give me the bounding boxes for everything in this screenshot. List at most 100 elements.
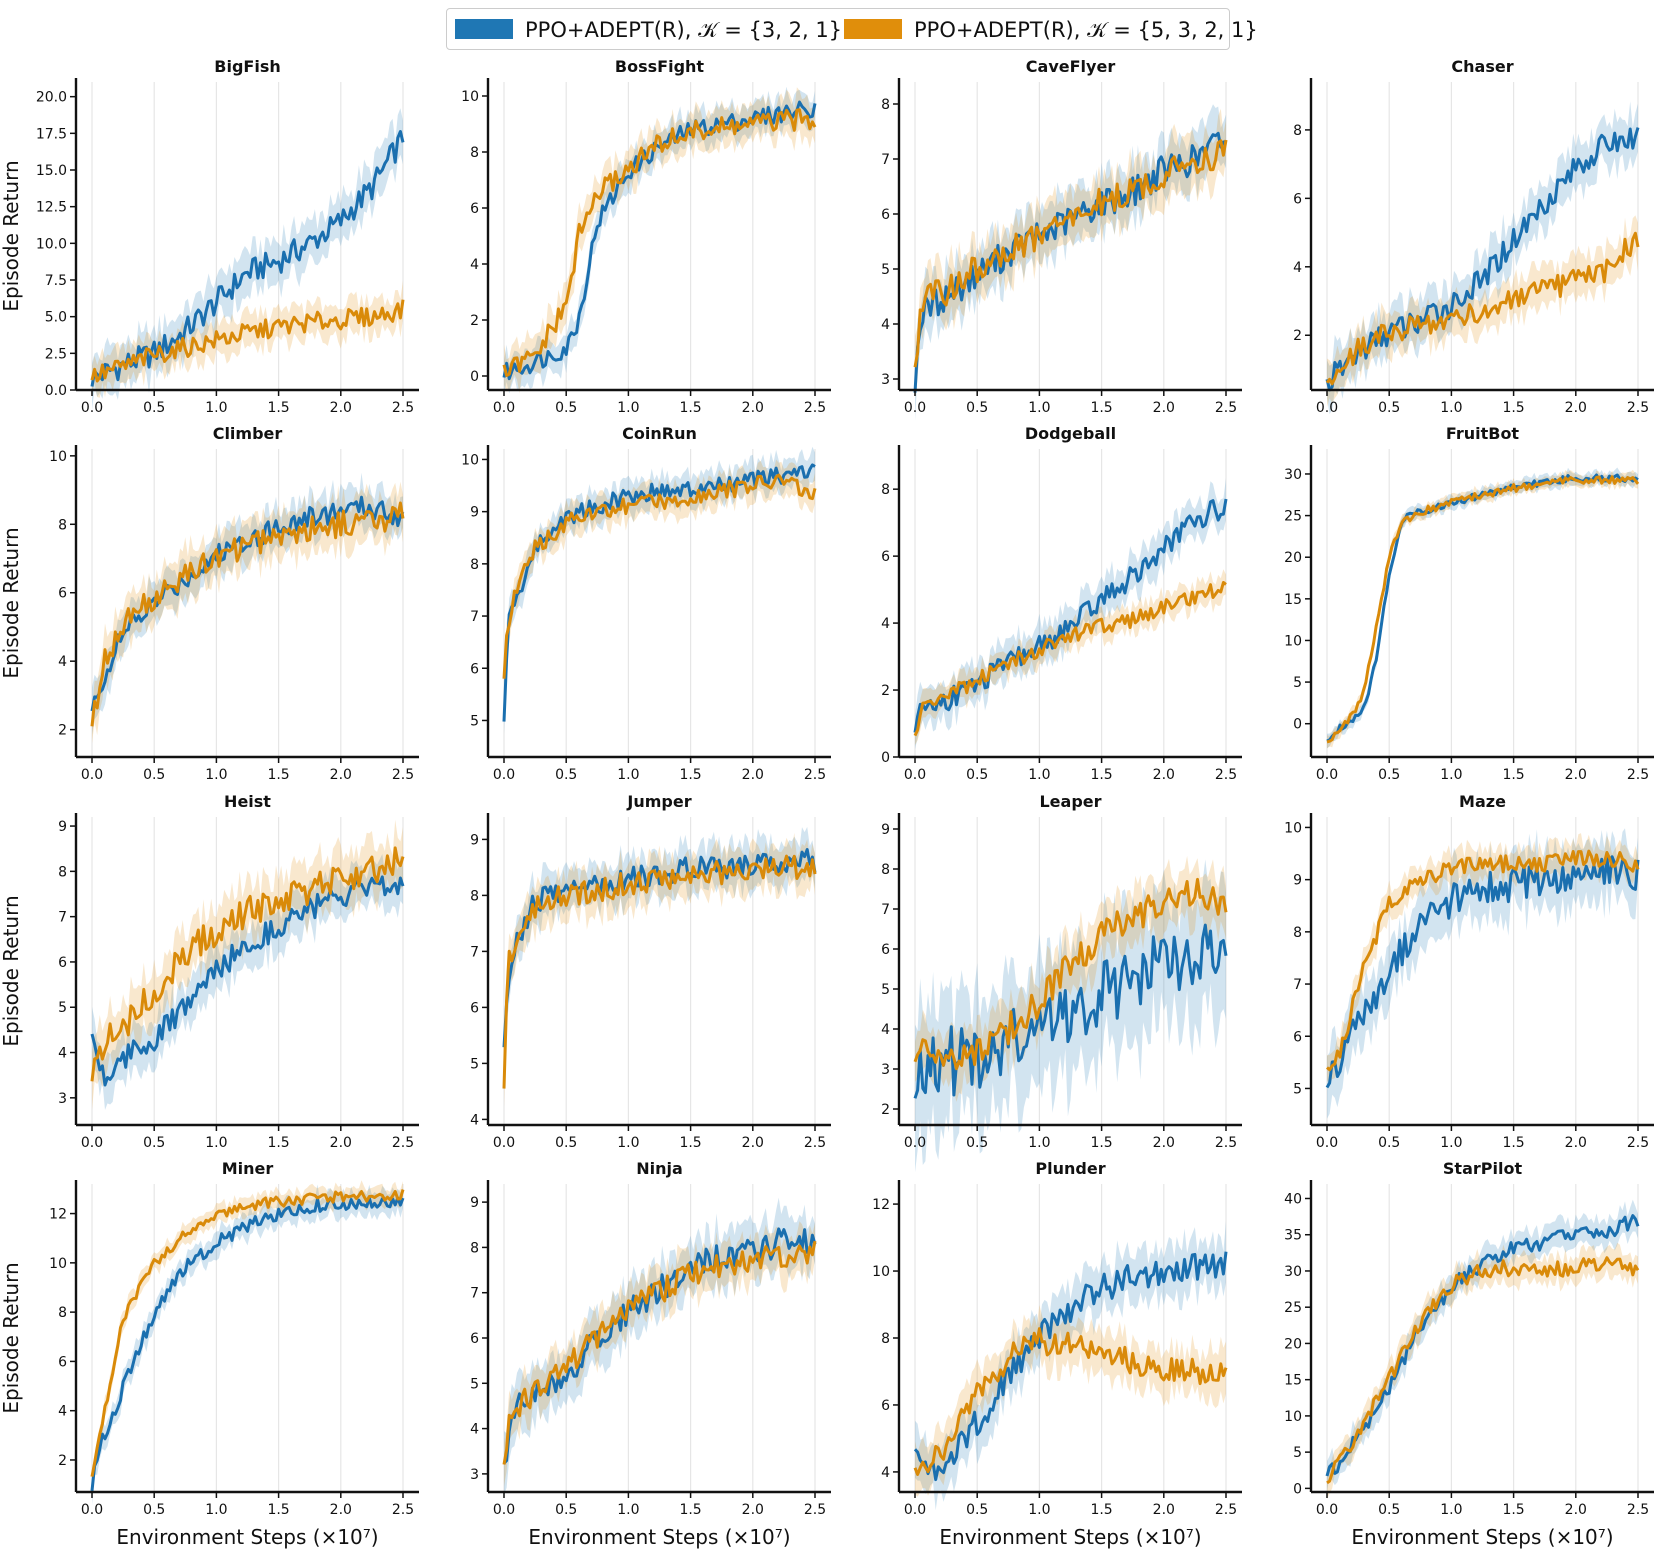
x-tick-label: 0.0 xyxy=(81,1135,103,1151)
y-tick-label: 2 xyxy=(1293,328,1302,344)
y-tick-label: 8 xyxy=(1293,925,1302,941)
y-tick-label: 2 xyxy=(58,723,67,739)
subplot-jumper: Jumper 0.0 0.5 1.0 1.5 2.0 2.5 4 5 6 7 8 9 xyxy=(470,792,831,1151)
x-tick-label: 1.0 xyxy=(205,400,227,416)
y-tick-label: 6 xyxy=(1293,1029,1302,1045)
y-tick-label: 2 xyxy=(58,1453,67,1469)
x-tick-label: 1.0 xyxy=(205,767,227,783)
y-tick-label: 0 xyxy=(881,750,890,766)
x-tick-label: 1.5 xyxy=(267,400,289,416)
x-tick-label: 2.0 xyxy=(330,1135,352,1151)
band-series-b xyxy=(915,569,1226,746)
x-tick-label: 2.5 xyxy=(1215,767,1237,783)
subplot-bigfish: BigFish 0.0 0.5 1.0 1.5 2.0 2.5 0.0 2.5 5.0 7.5 10.… xyxy=(0,57,419,416)
legend-swatch-series-b xyxy=(844,19,902,39)
y-tick-label: 6 xyxy=(58,586,67,602)
band-series-b xyxy=(504,832,815,1107)
y-tick-label: 4 xyxy=(1293,260,1302,276)
x-tick-label: 2.0 xyxy=(1565,400,1587,416)
y-tick-label: 10 xyxy=(461,89,479,105)
x-tick-label: 1.5 xyxy=(267,767,289,783)
x-tick-label: 0.5 xyxy=(1378,1502,1400,1518)
y-tick-label: 7 xyxy=(881,902,890,918)
x-tick-label: 1.0 xyxy=(205,1135,227,1151)
band-series-a xyxy=(1327,828,1638,1119)
y-tick-label: 6 xyxy=(881,549,890,565)
x-tick-label: 1.5 xyxy=(1502,767,1524,783)
y-tick-label: 7 xyxy=(58,910,67,926)
y-tick-label: 25 xyxy=(1284,1300,1302,1316)
y-tick-label: 10 xyxy=(1284,820,1302,836)
x-tick-label: 2.5 xyxy=(1627,1502,1649,1518)
subplot-title: Ninja xyxy=(636,1159,683,1178)
y-tick-label: 9 xyxy=(470,1195,479,1211)
subplot-title: Plunder xyxy=(1035,1159,1105,1178)
line-series-b xyxy=(90,846,405,1082)
y-tick-label: 8 xyxy=(881,97,890,113)
subplot-maze: Maze 0.0 0.5 1.0 1.5 2.0 2.5 5 6 7 8 9 10 xyxy=(1284,792,1654,1151)
band-series-b xyxy=(1327,1242,1638,1500)
y-tick-label: 9 xyxy=(881,822,890,838)
x-tick-label: 1.5 xyxy=(1502,1502,1524,1518)
y-tick-label: 2 xyxy=(881,683,890,699)
y-tick-label: 10 xyxy=(1284,633,1302,649)
line-series-a xyxy=(502,848,817,1048)
y-tick-label: 8 xyxy=(470,1240,479,1256)
subplot-plunder: Plunder 0.0 0.5 1.0 1.5 2.0 2.5 4 6 8 10 12 Environm… xyxy=(872,1159,1242,1549)
line-series-a xyxy=(90,495,405,712)
line-series-b xyxy=(913,581,1227,737)
y-tick-label: 7 xyxy=(470,609,479,625)
band-series-a xyxy=(504,1197,815,1496)
y-tick-label: 8 xyxy=(58,517,67,533)
band-series-b xyxy=(915,1304,1226,1497)
line-series-b xyxy=(1326,1256,1640,1485)
x-tick-label: 0.0 xyxy=(1316,1135,1338,1151)
x-tick-label: 0.0 xyxy=(904,400,926,416)
y-tick-label: 10 xyxy=(461,452,479,468)
x-tick-label: 2.5 xyxy=(1215,400,1237,416)
line-series-b xyxy=(502,108,817,377)
y-tick-label: 8 xyxy=(881,862,890,878)
line-series-b xyxy=(913,1327,1228,1476)
band-series-a xyxy=(504,86,815,395)
y-tick-label: 30 xyxy=(1284,467,1302,483)
x-tick-label: 2.5 xyxy=(1627,767,1649,783)
y-tick-label: 12 xyxy=(49,1207,67,1223)
band-series-b xyxy=(504,87,815,394)
y-tick-label: 17.5 xyxy=(36,126,67,142)
line-series-b xyxy=(913,877,1228,1071)
y-tick-label: 15 xyxy=(1284,592,1302,608)
y-tick-label: 6 xyxy=(58,1354,67,1370)
y-tick-label: 10 xyxy=(1284,1409,1302,1425)
y-tick-label: 6 xyxy=(1293,191,1302,207)
y-tick-label: 15 xyxy=(1284,1373,1302,1389)
y-tick-label: 2.5 xyxy=(45,346,67,362)
subplot-dodgeball: Dodgeball 0.0 0.5 1.0 1.5 2.0 2.5 0 2 4 6 8 xyxy=(881,424,1242,783)
x-tick-label: 0.0 xyxy=(81,767,103,783)
subplot-chaser: Chaser 0.0 0.5 1.0 1.5 2.0 2.5 2 4 6 8 xyxy=(1293,57,1654,416)
x-tick-label: 1.5 xyxy=(1090,1502,1112,1518)
band-series-b xyxy=(504,459,815,693)
y-tick-label: 6 xyxy=(881,207,890,223)
x-tick-label: 1.5 xyxy=(679,400,701,416)
y-tick-label: 7 xyxy=(470,944,479,960)
line-series-a xyxy=(913,923,1228,1099)
y-tick-label: 7.5 xyxy=(45,273,67,289)
y-tick-label: 4 xyxy=(470,1112,479,1128)
x-tick-label: 0.0 xyxy=(904,1502,926,1518)
line-series-b xyxy=(1326,475,1640,744)
line-series-a xyxy=(1325,855,1640,1089)
subplot-caveflyer: CaveFlyer 0.0 0.5 1.0 1.5 2.0 2.5 3 4 5 6 7 8 xyxy=(881,57,1242,421)
y-tick-label: 4 xyxy=(881,317,890,333)
x-tick-label: 2.5 xyxy=(1215,1135,1237,1151)
x-tick-label: 2.5 xyxy=(804,1502,826,1518)
y-axis-label: Episode Return xyxy=(0,527,23,678)
band-series-a xyxy=(92,854,403,1110)
x-tick-label: 1.0 xyxy=(1028,767,1050,783)
x-tick-label: 0.0 xyxy=(1316,400,1338,416)
x-tick-label: 2.0 xyxy=(742,1502,764,1518)
y-tick-label: 8 xyxy=(1293,123,1302,139)
band-series-b xyxy=(504,1221,815,1487)
x-tick-label: 2.0 xyxy=(1565,1502,1587,1518)
x-tick-label: 0.5 xyxy=(555,1135,577,1151)
